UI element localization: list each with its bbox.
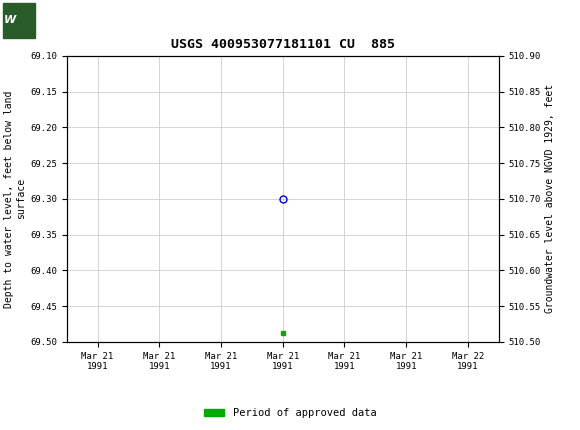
- Title: USGS 400953077181101 CU  885: USGS 400953077181101 CU 885: [171, 37, 395, 51]
- Bar: [3, 3, 70, 37]
- Text: USGS: USGS: [39, 14, 78, 27]
- Bar: [3, 3, 35, 37]
- Y-axis label: Depth to water level, feet below land
surface: Depth to water level, feet below land su…: [4, 90, 26, 307]
- Legend: Period of approved data: Period of approved data: [200, 404, 380, 423]
- Y-axis label: Groundwater level above NGVD 1929, feet: Groundwater level above NGVD 1929, feet: [545, 84, 555, 313]
- Text: W: W: [4, 15, 16, 25]
